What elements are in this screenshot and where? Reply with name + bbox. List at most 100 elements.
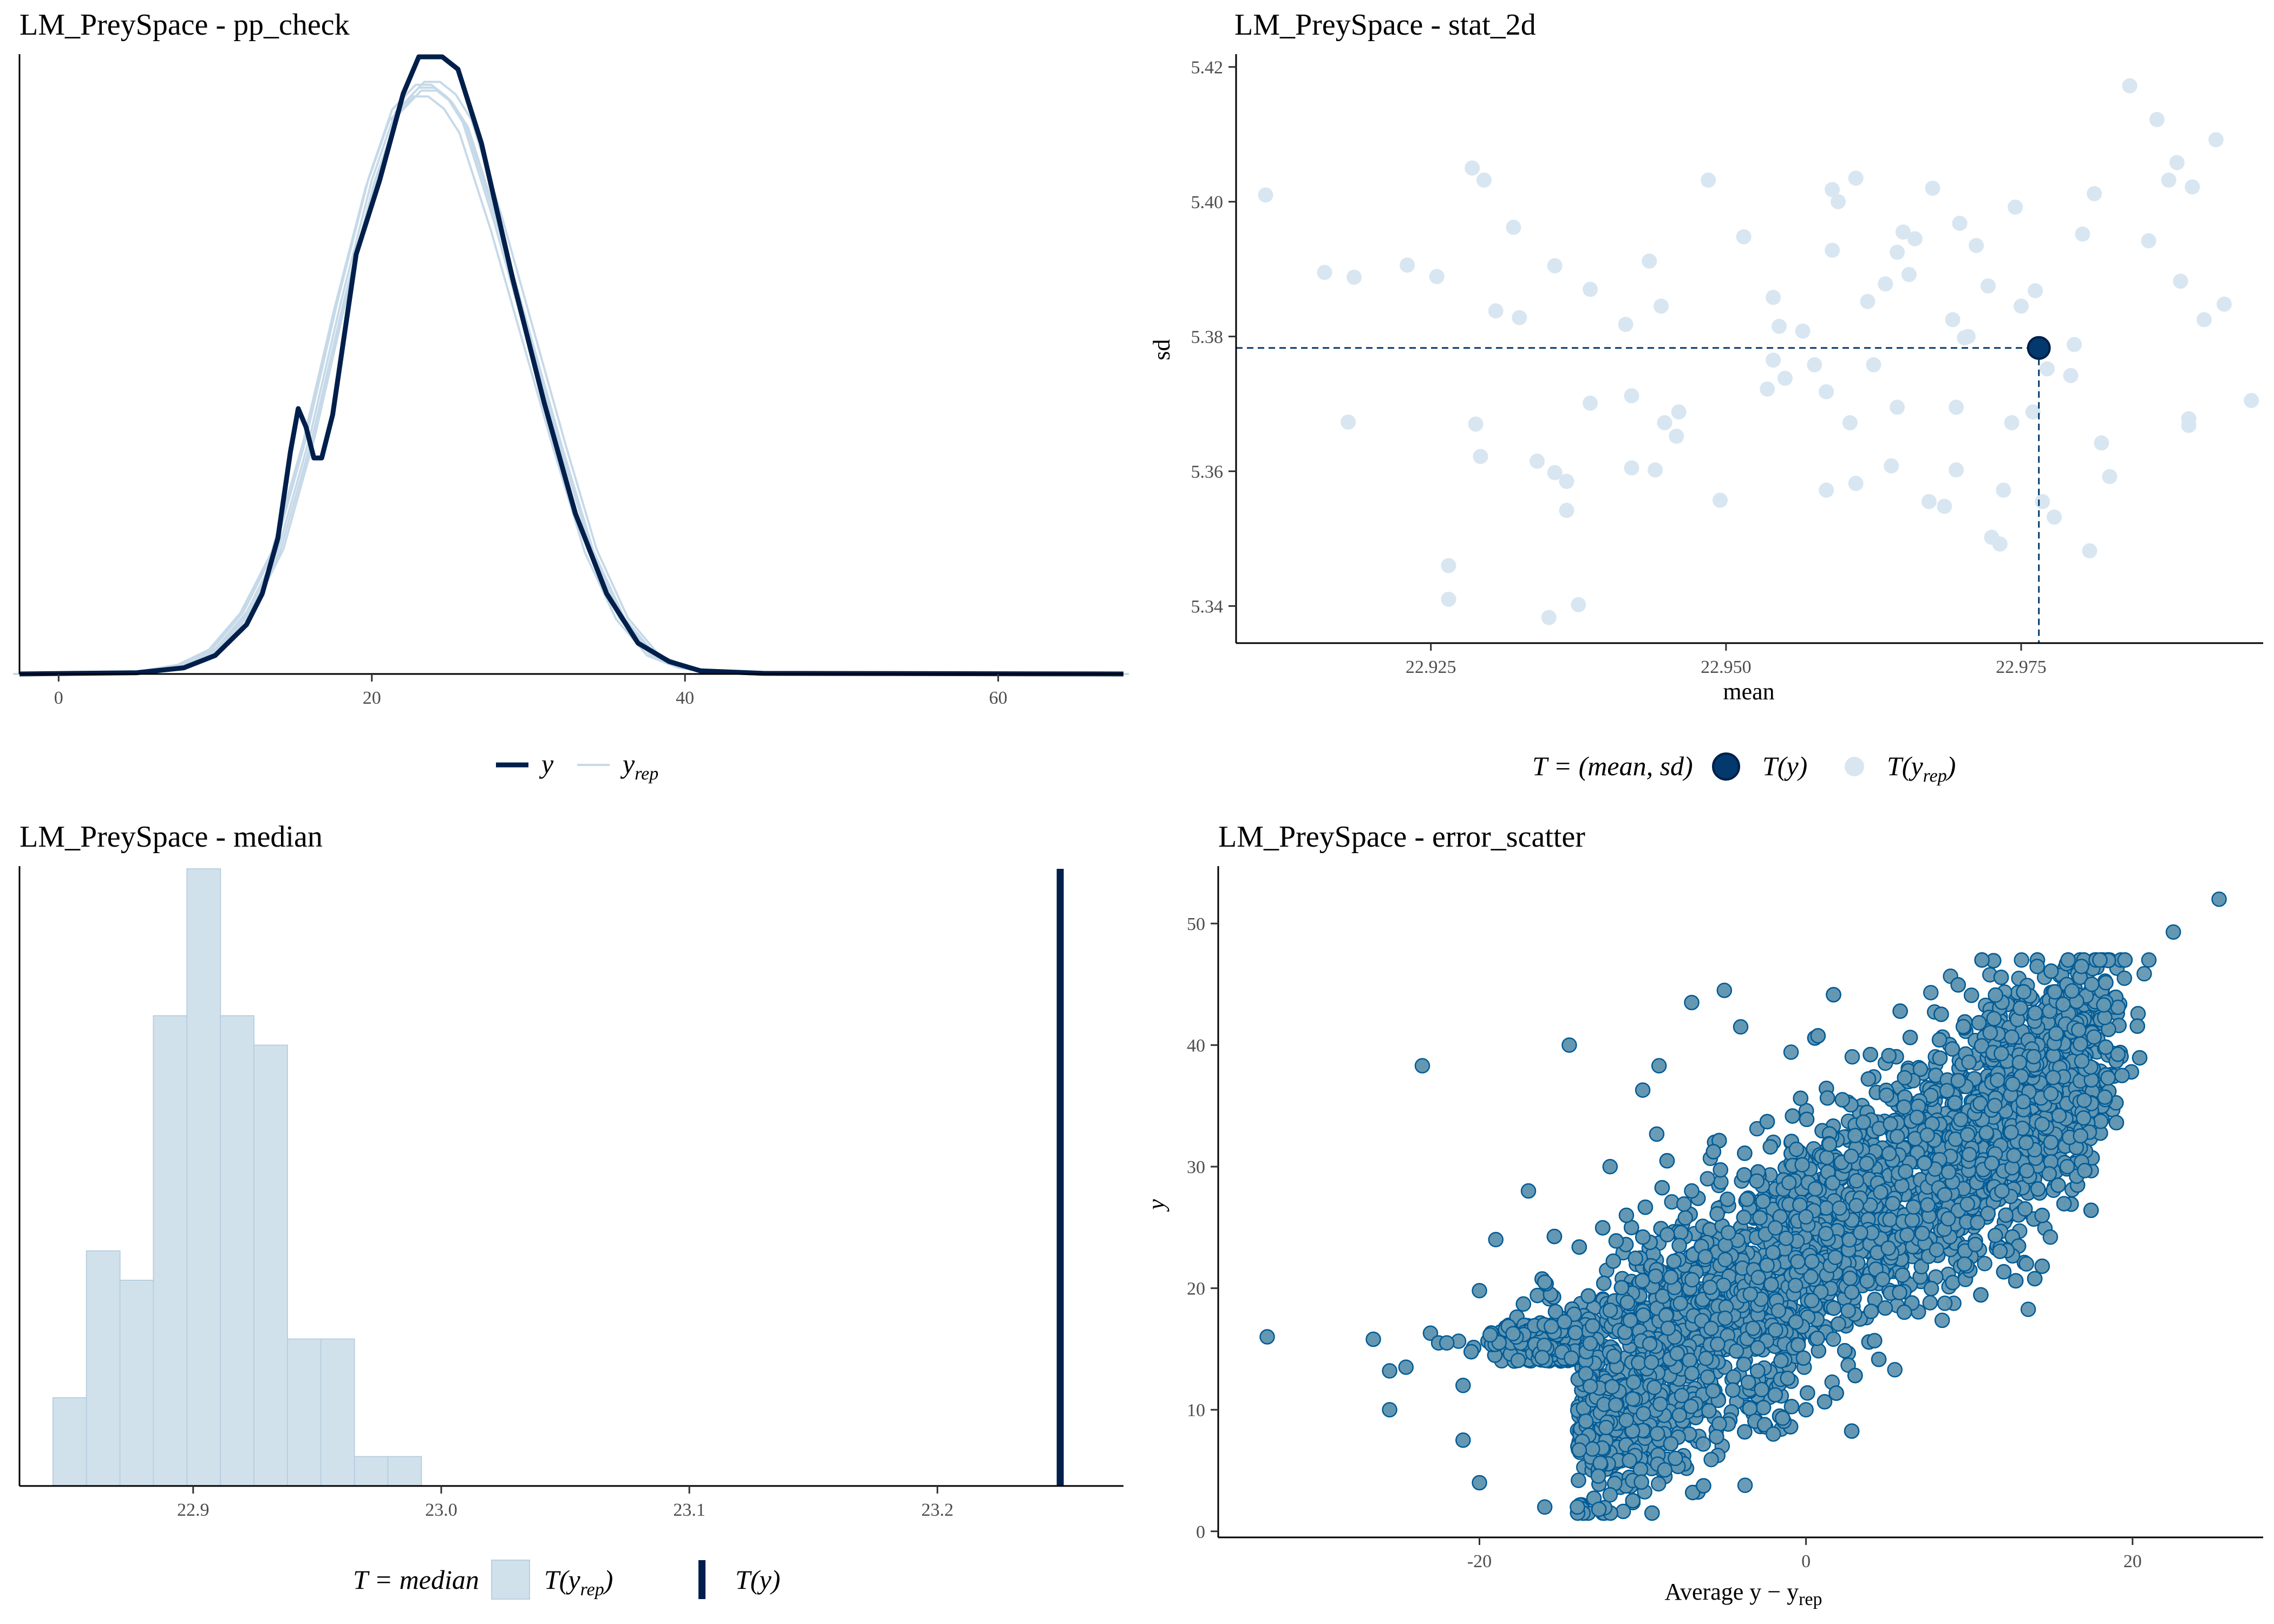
tyrep-point	[2004, 415, 2020, 430]
error-point	[1844, 1049, 1860, 1065]
tyrep-point	[2028, 283, 2043, 298]
tyrep-point	[1896, 224, 1911, 240]
error-point	[1887, 1362, 1903, 1378]
stat-2d-points	[1236, 78, 2259, 643]
legend-tyrep-key	[1845, 757, 1864, 776]
tyrep-point	[1937, 499, 1952, 514]
tyrep-point	[1848, 171, 1864, 186]
histogram-bar	[220, 1015, 255, 1487]
error-point	[1825, 1331, 1841, 1347]
median-x-tick-label: 22.9	[177, 1500, 210, 1520]
median-title: LM_PreySpace - median	[19, 820, 323, 854]
tyrep-point	[2149, 112, 2165, 127]
stat-2d-y-axis-label: sd	[1148, 339, 1175, 360]
tyrep-point	[1807, 357, 1822, 372]
yrep-density-line	[13, 95, 1118, 675]
histogram-bar	[320, 1338, 355, 1487]
tyrep-point	[2141, 233, 2157, 248]
yrep-density-line	[16, 83, 1121, 675]
tyrep-point	[2181, 411, 2197, 427]
tyrep-point	[1969, 238, 1984, 253]
tyrep-point	[2067, 337, 2082, 352]
tyrep-point	[1547, 465, 1563, 481]
error-point	[2020, 1301, 2036, 1317]
panel-median: LM_PreySpace - median 22.9 23.0 23.1 23.2 T…	[18, 820, 1123, 1600]
tyrep-point	[1441, 592, 1456, 607]
stat-2d-x-axis-label: mean	[1723, 678, 1774, 705]
tyrep-point	[1530, 453, 1545, 469]
legend-yrep-label: yrep	[620, 749, 658, 784]
tyrep-point	[1713, 493, 1728, 508]
tyrep-point	[1766, 352, 1781, 368]
tyrep-point	[1819, 482, 1834, 498]
histogram-bar	[354, 1456, 389, 1487]
tyrep-point	[2197, 312, 2212, 328]
tyrep-point	[1618, 317, 1633, 332]
tyrep-point	[2122, 78, 2138, 94]
legend-y-label: y	[539, 749, 554, 779]
stat-2d-y-tick-label: 5.40	[1191, 193, 1224, 213]
tyrep-point	[2082, 543, 2097, 559]
tyrep-point	[1819, 384, 1834, 400]
tyrep-point	[1654, 298, 1669, 314]
error-point	[1922, 1295, 1938, 1311]
tyrep-point	[1541, 610, 1557, 625]
tyrep-point	[2217, 296, 2232, 312]
stat-2d-x-tick-label: 22.975	[1996, 657, 2047, 677]
tyrep-point	[1476, 172, 1492, 188]
tyrep-point	[1760, 381, 1775, 397]
panel-pp-check: LM_PreySpace - pp_check 0 20 40 60 y yrep	[13, 8, 1129, 784]
histogram-bar	[119, 1280, 154, 1487]
error-point	[1937, 1295, 1953, 1311]
tyrep-point	[1884, 458, 1899, 474]
tyrep-point	[2102, 469, 2118, 484]
tyrep-point	[1890, 400, 1905, 415]
tyrep-point	[1907, 231, 1923, 247]
tyrep-point	[1506, 219, 1521, 235]
histogram-bar	[286, 1338, 322, 1487]
tyrep-point	[1866, 357, 1881, 372]
tyrep-point	[1772, 318, 1787, 334]
legend-tyrep-label: T(yrep)	[1887, 751, 1956, 786]
y-density-line	[19, 54, 1124, 677]
ty-point	[2027, 336, 2051, 360]
tyrep-point	[1648, 462, 1663, 478]
tyrep-point	[1848, 476, 1864, 491]
stat-2d-x-tick-label: 22.950	[1701, 657, 1752, 677]
pp-check-legend: y yrep	[496, 749, 658, 784]
tyrep-point	[1624, 388, 1639, 404]
tyrep-point	[2244, 392, 2259, 408]
error-point	[2042, 1229, 2059, 1245]
tyrep-point	[1825, 182, 1840, 198]
tyrep-point	[2169, 155, 2185, 171]
error-point	[1649, 1126, 1665, 1142]
stat-2d-y-tick-label: 5.38	[1191, 328, 1224, 348]
tyrep-point	[1925, 180, 1940, 196]
tyrep-point	[1512, 310, 1527, 325]
tyrep-point	[1657, 415, 1672, 430]
histogram-bar	[52, 1397, 87, 1487]
tyrep-point	[1842, 415, 1858, 430]
stat-2d-x-tick-label: 22.925	[1406, 657, 1456, 677]
median-histogram	[52, 868, 1064, 1487]
stat-2d-y-tick-label: 5.42	[1191, 58, 1224, 78]
tyrep-point	[1777, 370, 1793, 386]
median-x-tick-label: 23.1	[673, 1500, 705, 1520]
histogram-bar	[153, 1015, 188, 1487]
tyrep-point	[1624, 460, 1639, 476]
error-point	[1934, 1312, 1950, 1328]
tyrep-point	[2047, 509, 2062, 525]
tyrep-point	[2025, 404, 2041, 420]
tyrep-point	[1825, 243, 1840, 258]
tyrep-point	[2040, 361, 2055, 377]
tyrep-point	[1547, 258, 1563, 273]
tyrep-point	[2063, 368, 2079, 383]
error-scatter-points	[1259, 891, 2227, 1521]
error-point	[2014, 952, 2029, 968]
tyrep-point	[1860, 293, 1876, 309]
legend-T-median-label: T = median	[353, 1564, 479, 1595]
yrep-density-line	[25, 81, 1129, 675]
tyrep-point	[2161, 172, 2177, 188]
pp-check-title: LM_PreySpace - pp_check	[19, 8, 350, 42]
